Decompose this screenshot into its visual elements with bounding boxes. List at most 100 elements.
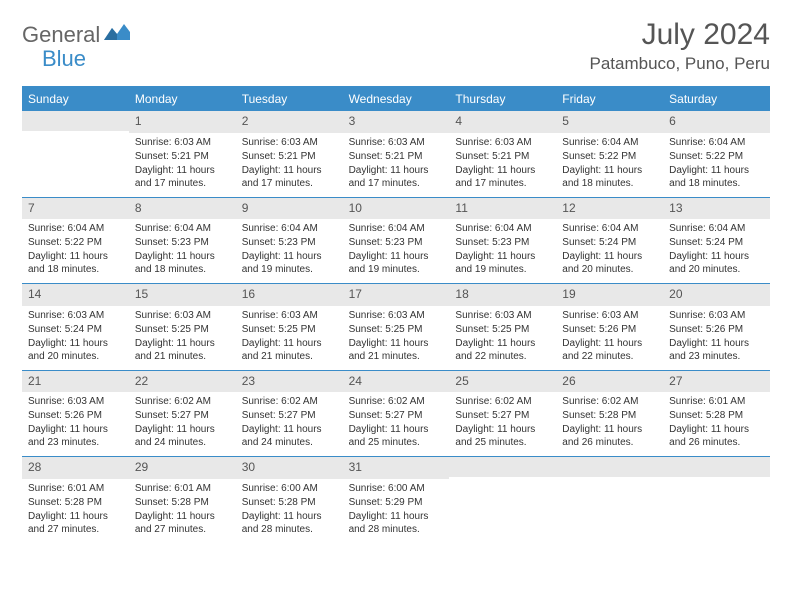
calendar-cell: 26Sunrise: 6:02 AMSunset: 5:28 PMDayligh… [556,370,663,457]
calendar-cell: 29Sunrise: 6:01 AMSunset: 5:28 PMDayligh… [129,456,236,543]
weekday-header: SundayMondayTuesdayWednesdayThursdayFrid… [22,88,770,110]
sunrise-text: Sunrise: 6:03 AM [28,309,123,322]
sunrise-text: Sunrise: 6:04 AM [669,222,764,235]
day-number: 3 [343,110,450,133]
day-info: Sunrise: 6:04 AMSunset: 5:22 PMDaylight:… [556,133,663,197]
sunrise-text: Sunrise: 6:04 AM [135,222,230,235]
daylight-text: Daylight: 11 hours and 18 minutes. [669,164,764,190]
daylight-text: Daylight: 11 hours and 27 minutes. [28,510,123,536]
sunrise-text: Sunrise: 6:04 AM [669,136,764,149]
sunset-text: Sunset: 5:23 PM [242,236,337,249]
calendar-cell: 21Sunrise: 6:03 AMSunset: 5:26 PMDayligh… [22,370,129,457]
day-number: 12 [556,197,663,220]
daylight-text: Daylight: 11 hours and 25 minutes. [349,423,444,449]
calendar-cell: 1Sunrise: 6:03 AMSunset: 5:21 PMDaylight… [129,110,236,197]
day-number: 13 [663,197,770,220]
sunrise-text: Sunrise: 6:03 AM [28,395,123,408]
page-header: General Blue July 2024 Patambuco, Puno, … [22,18,770,74]
day-info: Sunrise: 6:04 AMSunset: 5:22 PMDaylight:… [22,219,129,283]
day-info: Sunrise: 6:03 AMSunset: 5:26 PMDaylight:… [556,306,663,370]
calendar-cell [663,456,770,543]
sunrise-text: Sunrise: 6:03 AM [455,136,550,149]
day-info: Sunrise: 6:04 AMSunset: 5:24 PMDaylight:… [663,219,770,283]
calendar-cell: 31Sunrise: 6:00 AMSunset: 5:29 PMDayligh… [343,456,450,543]
sunset-text: Sunset: 5:28 PM [135,496,230,509]
sunrise-text: Sunrise: 6:00 AM [349,482,444,495]
sunset-text: Sunset: 5:27 PM [242,409,337,422]
calendar-cell: 16Sunrise: 6:03 AMSunset: 5:25 PMDayligh… [236,283,343,370]
sunrise-text: Sunrise: 6:01 AM [28,482,123,495]
calendar-cell: 28Sunrise: 6:01 AMSunset: 5:28 PMDayligh… [22,456,129,543]
sunrise-text: Sunrise: 6:02 AM [455,395,550,408]
sunset-text: Sunset: 5:23 PM [349,236,444,249]
sunset-text: Sunset: 5:27 PM [455,409,550,422]
day-number: 19 [556,283,663,306]
day-info: Sunrise: 6:03 AMSunset: 5:25 PMDaylight:… [236,306,343,370]
month-title: July 2024 [589,18,770,52]
weekday-label: Friday [556,88,663,110]
day-info: Sunrise: 6:03 AMSunset: 5:25 PMDaylight:… [343,306,450,370]
sunset-text: Sunset: 5:29 PM [349,496,444,509]
location: Patambuco, Puno, Peru [589,54,770,74]
weekday-label: Wednesday [343,88,450,110]
day-number: 15 [129,283,236,306]
day-number: 17 [343,283,450,306]
day-number: 16 [236,283,343,306]
day-info: Sunrise: 6:03 AMSunset: 5:21 PMDaylight:… [449,133,556,197]
day-number: 14 [22,283,129,306]
calendar-cell: 7Sunrise: 6:04 AMSunset: 5:22 PMDaylight… [22,197,129,284]
sunset-text: Sunset: 5:24 PM [669,236,764,249]
logo-text-2: Blue [42,46,86,72]
sunrise-text: Sunrise: 6:00 AM [242,482,337,495]
sunrise-text: Sunrise: 6:04 AM [28,222,123,235]
calendar-week: 7Sunrise: 6:04 AMSunset: 5:22 PMDaylight… [22,197,770,284]
title-block: July 2024 Patambuco, Puno, Peru [589,18,770,74]
daylight-text: Daylight: 11 hours and 17 minutes. [349,164,444,190]
sunset-text: Sunset: 5:28 PM [562,409,657,422]
calendar-cell: 13Sunrise: 6:04 AMSunset: 5:24 PMDayligh… [663,197,770,284]
weekday-label: Tuesday [236,88,343,110]
sunrise-text: Sunrise: 6:04 AM [562,136,657,149]
calendar-cell: 25Sunrise: 6:02 AMSunset: 5:27 PMDayligh… [449,370,556,457]
sunrise-text: Sunrise: 6:03 AM [242,136,337,149]
day-info: Sunrise: 6:01 AMSunset: 5:28 PMDaylight:… [663,392,770,456]
sunrise-text: Sunrise: 6:04 AM [455,222,550,235]
daylight-text: Daylight: 11 hours and 22 minutes. [562,337,657,363]
day-number: 9 [236,197,343,220]
day-info: Sunrise: 6:04 AMSunset: 5:22 PMDaylight:… [663,133,770,197]
sunset-text: Sunset: 5:27 PM [349,409,444,422]
sunset-text: Sunset: 5:21 PM [242,150,337,163]
logo: General [22,22,132,48]
day-number: 25 [449,370,556,393]
sunrise-text: Sunrise: 6:02 AM [135,395,230,408]
day-info: Sunrise: 6:03 AMSunset: 5:21 PMDaylight:… [236,133,343,197]
daylight-text: Daylight: 11 hours and 24 minutes. [242,423,337,449]
sunset-text: Sunset: 5:27 PM [135,409,230,422]
calendar-cell: 23Sunrise: 6:02 AMSunset: 5:27 PMDayligh… [236,370,343,457]
sunset-text: Sunset: 5:26 PM [562,323,657,336]
sunrise-text: Sunrise: 6:02 AM [349,395,444,408]
sunset-text: Sunset: 5:25 PM [349,323,444,336]
calendar-cell: 20Sunrise: 6:03 AMSunset: 5:26 PMDayligh… [663,283,770,370]
day-number: 18 [449,283,556,306]
calendar-cell: 2Sunrise: 6:03 AMSunset: 5:21 PMDaylight… [236,110,343,197]
calendar-week: 21Sunrise: 6:03 AMSunset: 5:26 PMDayligh… [22,370,770,457]
day-info: Sunrise: 6:03 AMSunset: 5:21 PMDaylight:… [343,133,450,197]
logo-line2: Blue [42,46,86,72]
sunset-text: Sunset: 5:24 PM [562,236,657,249]
daylight-text: Daylight: 11 hours and 26 minutes. [669,423,764,449]
daylight-text: Daylight: 11 hours and 18 minutes. [135,250,230,276]
daylight-text: Daylight: 11 hours and 27 minutes. [135,510,230,536]
day-info: Sunrise: 6:01 AMSunset: 5:28 PMDaylight:… [129,479,236,543]
day-info: Sunrise: 6:03 AMSunset: 5:24 PMDaylight:… [22,306,129,370]
sunset-text: Sunset: 5:23 PM [135,236,230,249]
day-info: Sunrise: 6:02 AMSunset: 5:28 PMDaylight:… [556,392,663,456]
daylight-text: Daylight: 11 hours and 17 minutes. [242,164,337,190]
sunset-text: Sunset: 5:21 PM [349,150,444,163]
day-number [22,110,129,131]
daylight-text: Daylight: 11 hours and 23 minutes. [28,423,123,449]
day-info: Sunrise: 6:03 AMSunset: 5:21 PMDaylight:… [129,133,236,197]
day-number: 4 [449,110,556,133]
daylight-text: Daylight: 11 hours and 18 minutes. [28,250,123,276]
sunrise-text: Sunrise: 6:03 AM [669,309,764,322]
